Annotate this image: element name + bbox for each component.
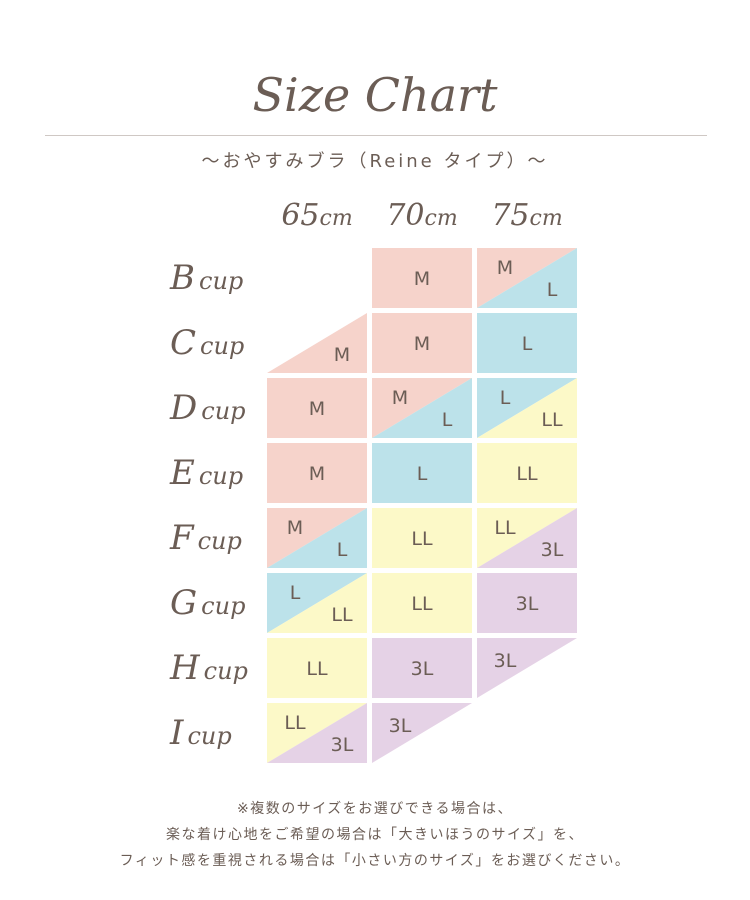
cup-suffix: cup <box>201 592 246 620</box>
size-cell-M <box>267 313 367 373</box>
column-num: 65 <box>281 198 320 233</box>
column-header-65: 65cm <box>267 198 367 233</box>
cup-suffix: cup <box>199 267 244 295</box>
size-label: 3L <box>516 593 539 615</box>
cup-suffix: cup <box>198 462 244 490</box>
column-unit: cm <box>319 206 353 231</box>
size-cell-3L <box>372 638 472 698</box>
size-label: LL <box>411 593 433 615</box>
size-cell-L <box>372 443 472 503</box>
cup-letter: I <box>170 713 184 753</box>
size-cell-L <box>267 508 367 568</box>
size-cell-3L <box>477 573 577 633</box>
column-header-70: 70cm <box>372 198 472 233</box>
size-cell-3L <box>372 703 472 763</box>
cup-letter: F <box>170 518 194 558</box>
size-label: M <box>309 463 325 485</box>
size-cell-LL <box>477 378 577 438</box>
note-line: ※複数のサイズをお選びできる場合は、 <box>236 801 514 817</box>
subtitle: 〜おやすみブラ（Reine タイプ）〜 <box>201 151 549 172</box>
size-label: M <box>497 257 513 279</box>
size-label: L <box>442 409 453 431</box>
cup-suffix: cup <box>200 332 245 360</box>
size-label: L <box>522 333 533 355</box>
column-unit: cm <box>529 206 563 231</box>
size-label: 3L <box>331 734 354 756</box>
size-label: LL <box>516 463 538 485</box>
cup-letter: E <box>170 453 195 493</box>
column-num: 70 <box>386 198 425 233</box>
size-label: M <box>414 333 430 355</box>
size-label: LL <box>494 517 516 539</box>
size-cell-L <box>477 248 577 308</box>
size-label: M <box>287 517 303 539</box>
size-label: M <box>392 387 408 409</box>
size-cell-L <box>477 313 577 373</box>
size-cell-3L <box>267 703 367 763</box>
divider <box>45 135 707 136</box>
size-cell-LL <box>267 573 367 633</box>
cup-letter: B <box>170 258 195 298</box>
size-label: 3L <box>541 539 564 561</box>
cup-letter: G <box>170 583 198 623</box>
size-cell-M <box>372 313 472 373</box>
size-cell-LL <box>477 443 577 503</box>
cup-suffix: cup <box>197 527 242 555</box>
size-label: 3L <box>411 658 434 680</box>
size-label: 3L <box>389 715 412 737</box>
size-note: ※複数のサイズをお選びできる場合は、 楽な着け心地をご希望の場合は「大きいほうの… <box>0 796 750 874</box>
size-label: L <box>337 539 348 561</box>
cup-letter: D <box>170 388 198 428</box>
size-label: L <box>290 582 301 604</box>
cup-letter: H <box>170 648 200 688</box>
size-cell-LL <box>372 508 472 568</box>
page-title: Size Chart <box>252 68 498 122</box>
size-label: LL <box>306 658 328 680</box>
cup-suffix: cup <box>187 722 232 750</box>
column-unit: cm <box>424 206 458 231</box>
cup-suffix: cup <box>201 397 246 425</box>
cup-suffix: cup <box>203 657 248 685</box>
size-label: M <box>414 268 430 290</box>
size-label: L <box>417 463 428 485</box>
cup-letter: C <box>170 323 197 363</box>
size-cell-3L <box>477 638 577 698</box>
size-label: L <box>500 387 511 409</box>
size-label: LL <box>411 528 433 550</box>
size-cell-LL <box>372 573 472 633</box>
size-label: LL <box>331 604 353 626</box>
size-cell-M <box>267 378 367 438</box>
size-label: L <box>547 279 558 301</box>
size-cell-LL <box>267 638 367 698</box>
size-cell-L <box>372 378 472 438</box>
size-label: 3L <box>494 650 517 672</box>
size-cell-M <box>267 443 367 503</box>
size-cell-3L <box>477 508 577 568</box>
size-label: M <box>309 398 325 420</box>
size-label: M <box>334 344 350 366</box>
column-num: 75 <box>491 198 530 233</box>
column-header-75: 75cm <box>477 198 577 233</box>
size-label: LL <box>284 712 306 734</box>
note-line: 楽な着け心地をご希望の場合は「大きいほうのサイズ」を、 <box>165 827 585 843</box>
size-label: LL <box>541 409 563 431</box>
size-cell-M <box>372 248 472 308</box>
note-line: フィット感を重視される場合は「小さい方のサイズ」をお選びください。 <box>119 853 631 869</box>
